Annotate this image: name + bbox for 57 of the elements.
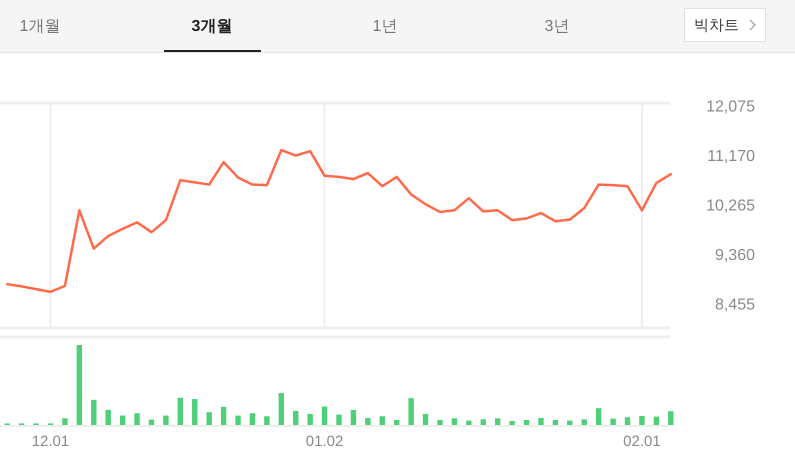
bar: [408, 398, 414, 425]
bar: [365, 418, 371, 425]
bar: [293, 410, 298, 425]
line-series: [6, 148, 672, 294]
bar: [250, 413, 256, 425]
bar: [235, 416, 241, 425]
bar: [668, 411, 674, 425]
bar: [437, 420, 443, 425]
bar: [654, 416, 660, 425]
y-tick-label: 10,265: [706, 198, 756, 215]
bar: [307, 414, 313, 425]
bar: [350, 410, 356, 425]
bar: [452, 418, 458, 425]
bar: [105, 410, 111, 425]
bar: [596, 408, 602, 425]
bar: [336, 414, 342, 425]
y-tick-label: 12,075: [706, 98, 756, 116]
bar: [120, 416, 126, 425]
bar: [624, 417, 630, 425]
y-tick-label: 9,360: [714, 247, 756, 264]
bar: [610, 418, 616, 425]
bar: [134, 413, 140, 425]
text: 3년: [544, 18, 570, 35]
text: 1년: [372, 18, 398, 35]
bar: [567, 420, 573, 425]
bar: [552, 420, 558, 425]
bar: [192, 399, 198, 425]
bar: [264, 416, 270, 425]
bar: [322, 406, 328, 425]
bar: [480, 419, 486, 425]
text: 빅차트: [694, 17, 739, 34]
x-tick-label: 01.02: [306, 433, 344, 450]
bar: [538, 418, 544, 425]
bar: [394, 420, 400, 425]
bar: [163, 416, 169, 425]
bar: [206, 412, 212, 425]
bar: [278, 393, 284, 425]
y-tick-label: 8,455: [714, 296, 756, 314]
bar: [220, 406, 226, 425]
x-tick-label: 02.01: [623, 433, 661, 450]
bar: [380, 416, 385, 425]
y-tick-label: 11,170: [707, 148, 756, 166]
bar: [466, 420, 472, 425]
bar: [582, 419, 587, 425]
bar: [509, 421, 515, 425]
x-tick-label: 12.01: [32, 433, 70, 450]
bar: [62, 418, 68, 425]
bar: [148, 420, 154, 425]
text: 3개월: [192, 18, 232, 35]
bar: [639, 416, 645, 425]
bar: [178, 398, 184, 425]
bar: [76, 345, 82, 425]
bar: [494, 418, 500, 425]
bar: [422, 414, 428, 425]
text: 1개월: [20, 18, 60, 35]
bar: [524, 420, 530, 425]
bar: [91, 400, 96, 425]
